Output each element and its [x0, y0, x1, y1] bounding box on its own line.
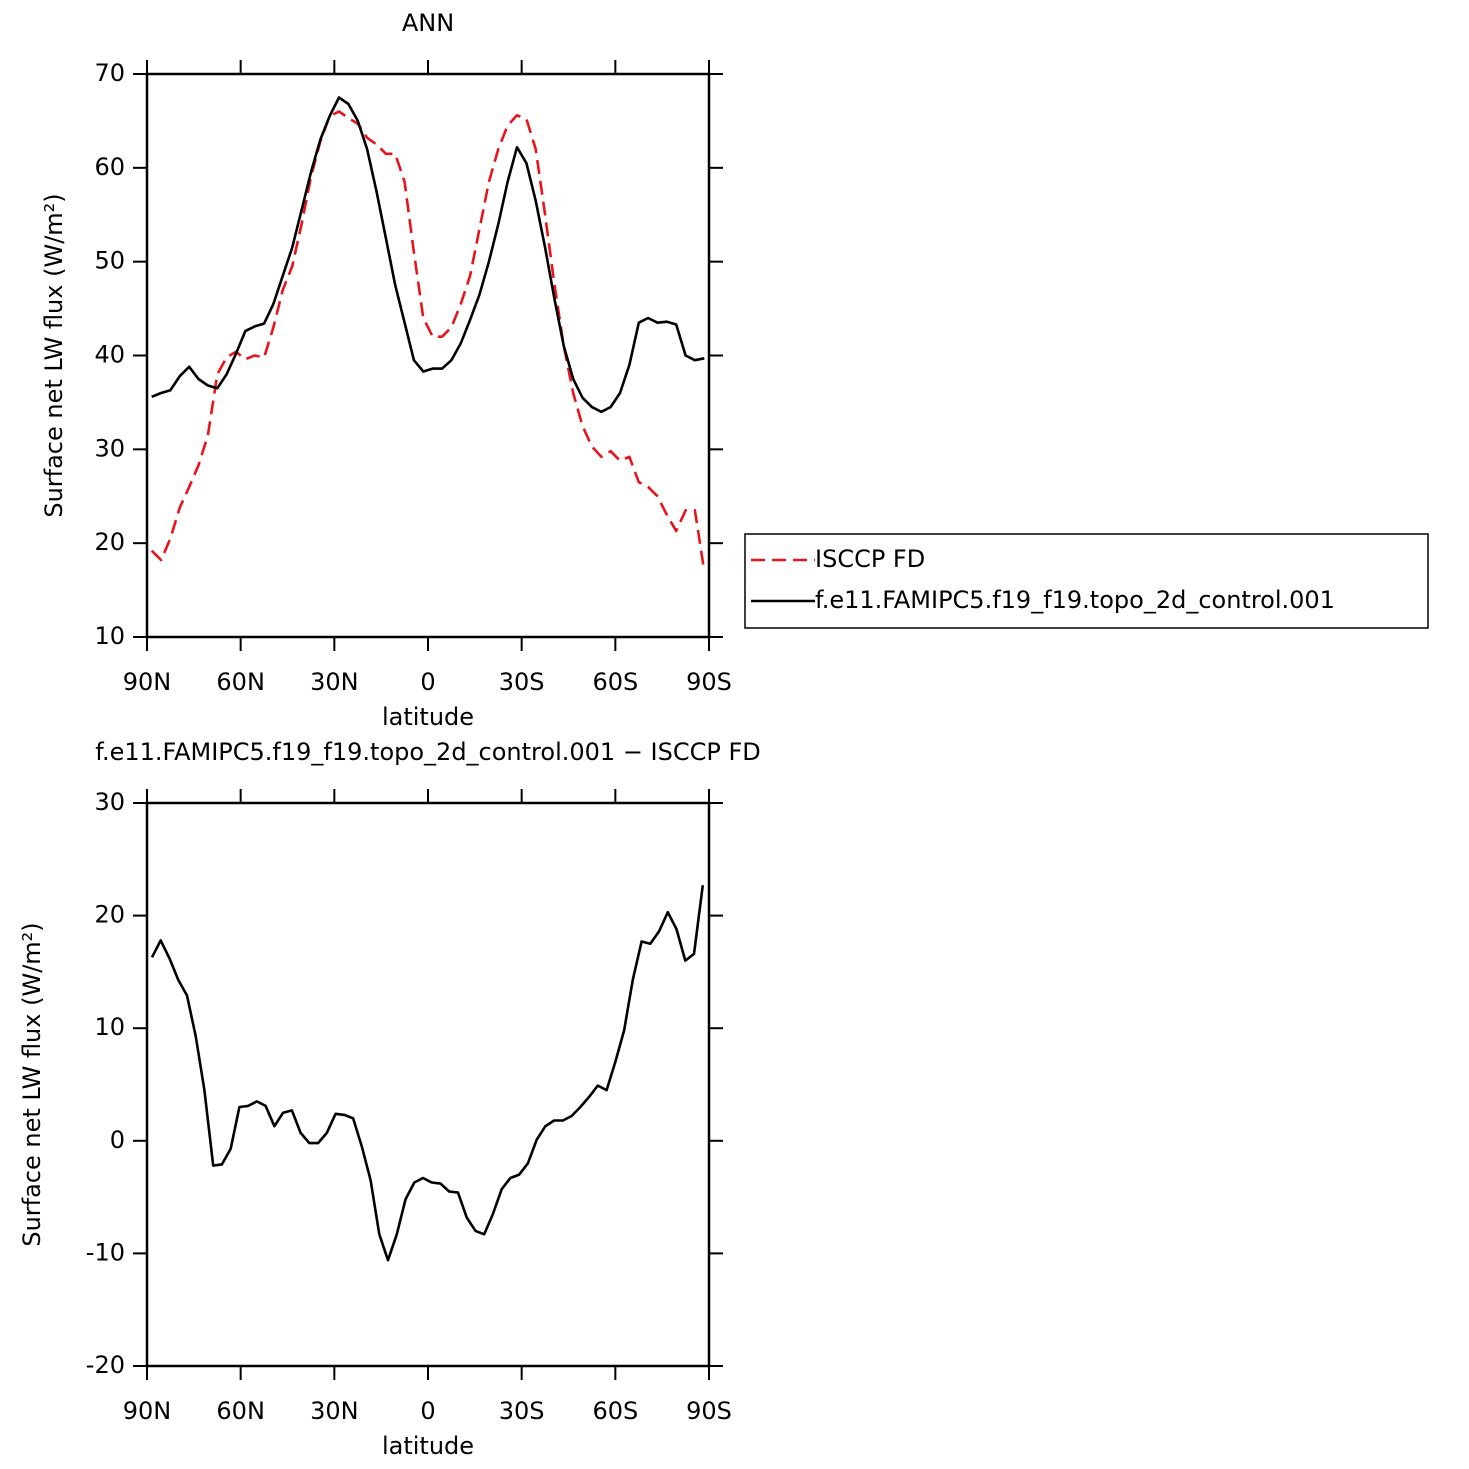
y-tick-label: 10 — [94, 622, 125, 650]
y-tick-label: 60 — [94, 153, 125, 181]
x-tick-label: 60N — [216, 1397, 265, 1425]
x-tick-label: 0 — [420, 1397, 435, 1425]
legend-label: f.e11.FAMIPC5.f19_f19.topo_2d_control.00… — [815, 586, 1335, 614]
chart-title: ANN — [402, 9, 454, 37]
legend-label: ISCCP FD — [815, 545, 925, 573]
x-tick-label: 60N — [216, 668, 265, 696]
data-line — [150, 110, 706, 572]
x-tick-label: 30N — [310, 1397, 359, 1425]
legend-box — [744, 533, 1429, 629]
x-tick-label: 0 — [420, 668, 435, 696]
y-tick-label: 40 — [94, 341, 125, 369]
y-axis-label: Surface net LW flux (W/m²) — [18, 922, 46, 1246]
y-tick-label: -20 — [86, 1351, 125, 1379]
y-tick-label: 30 — [94, 788, 125, 816]
x-tick-label: 30S — [499, 668, 545, 696]
x-tick-label: 90N — [123, 1397, 172, 1425]
y-tick-label: 10 — [94, 1013, 125, 1041]
y-tick-label: 30 — [94, 434, 125, 462]
x-tick-label: 30N — [310, 668, 359, 696]
y-tick-label: 70 — [94, 59, 125, 87]
x-tick-label: 60S — [592, 668, 638, 696]
y-tick-label: 20 — [94, 528, 125, 556]
y-tick-label: -10 — [86, 1238, 125, 1266]
x-tick-label: 90N — [123, 668, 172, 696]
chart-title: f.e11.FAMIPC5.f19_f19.topo_2d_control.00… — [95, 738, 761, 766]
data-line — [150, 885, 705, 1262]
x-tick-label: 30S — [499, 1397, 545, 1425]
x-axis-label: latitude — [382, 1432, 474, 1460]
plot-frame — [145, 801, 711, 1368]
x-tick-label: 90S — [686, 1397, 732, 1425]
y-tick-label: 20 — [94, 901, 125, 929]
y-tick-label: 50 — [94, 247, 125, 275]
x-tick-label: 90S — [686, 668, 732, 696]
y-axis-label: Surface net LW flux (W/m²) — [40, 193, 68, 517]
y-tick-label: 0 — [110, 1126, 125, 1154]
x-tick-label: 60S — [592, 1397, 638, 1425]
x-axis-label: latitude — [382, 703, 474, 731]
data-line — [151, 96, 705, 414]
